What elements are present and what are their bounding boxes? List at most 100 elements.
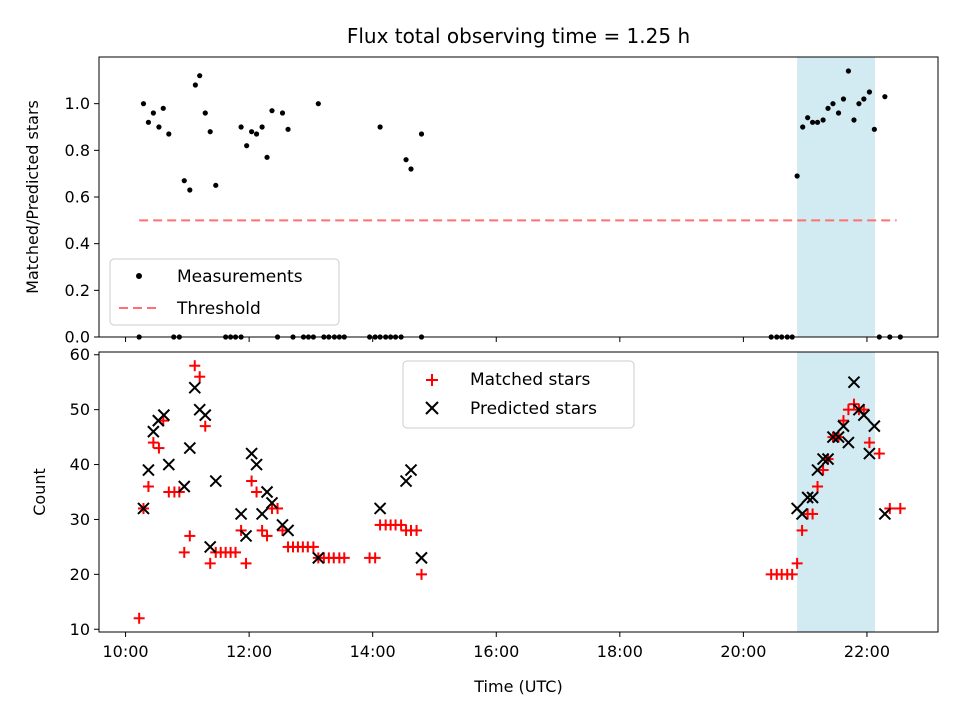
predicted-star-point — [157, 408, 171, 422]
predicted-star-point — [826, 430, 840, 444]
count-axes-frame — [98, 351, 939, 633]
predicted-star-point — [878, 507, 892, 521]
measurement-point — [866, 89, 873, 95]
predicted-star-point — [373, 502, 387, 515]
matched-star-point — [276, 524, 288, 536]
measurement-point — [166, 131, 172, 137]
count-y-tick-label: 40 — [70, 455, 90, 474]
measurement-point — [403, 157, 409, 163]
matched-star-point — [194, 371, 206, 383]
ratio-y-tick-label: 1.0 — [65, 94, 90, 113]
ratio-y-ticks: 0.0 0.2 0.4 0.6 0.8 1.0 — [65, 94, 99, 347]
predicted-star-point — [250, 458, 263, 471]
measurement-point — [835, 110, 842, 116]
measurement-point — [377, 124, 383, 130]
legend-matched-marker — [426, 374, 438, 386]
matched-star-point — [256, 524, 268, 536]
measurement-point — [207, 129, 213, 135]
measurement-point — [140, 101, 147, 107]
matched-star-point — [369, 552, 381, 564]
matched-star-point — [338, 552, 350, 564]
count-x-tick-label: 14:00 — [350, 642, 396, 661]
matched-star-point — [204, 557, 216, 569]
matched-star-point — [178, 546, 190, 558]
measurement-point — [408, 166, 414, 172]
measurement-point — [851, 117, 857, 123]
ratio-y-tick-label: 0.4 — [65, 234, 90, 253]
predicted-star-point — [142, 463, 155, 477]
count-highlight-band — [797, 352, 875, 632]
predicted-star-point — [239, 529, 253, 543]
predicted-star-point — [795, 507, 809, 521]
matched-star-point — [863, 437, 875, 449]
predicted-star-point — [245, 447, 258, 460]
predicted-star-point — [821, 452, 835, 466]
count-x-ticks: 10:00 12:00 14:00 16:00 18:00 20:00 22:00 — [103, 632, 890, 661]
predicted-star-point — [188, 381, 201, 394]
chart-title: Flux total observing time = 1.25 h — [347, 24, 690, 48]
measurement-point — [820, 117, 826, 123]
matched-star-point — [153, 442, 165, 454]
measurement-point — [809, 119, 816, 125]
count-y-tick-label: 10 — [70, 620, 90, 639]
matched-star-point — [395, 519, 407, 531]
matched-star-point — [791, 557, 803, 569]
measurement-point — [882, 94, 888, 100]
count-legend-box — [402, 360, 635, 429]
matched-star-point — [894, 502, 906, 514]
matched-star-point — [796, 524, 808, 536]
legend-measurements-marker — [136, 273, 142, 279]
count-y-label: Count — [30, 468, 49, 516]
matched-star-point — [240, 557, 252, 569]
predicted-star-point — [811, 463, 824, 477]
predicted-star-point — [868, 419, 881, 433]
matched-star-point — [812, 481, 824, 493]
count-x-tick-label: 18:00 — [597, 642, 643, 661]
predicted-star-point — [404, 463, 418, 477]
predicted-star-point — [837, 419, 850, 433]
measurement-point — [213, 182, 219, 188]
predicted-star-point — [863, 447, 876, 460]
predicted-star-point — [399, 474, 413, 488]
measurement-point — [150, 110, 156, 116]
measurement-point — [238, 124, 244, 130]
ratio-legend: Measurements Threshold — [109, 258, 340, 326]
matched-star-point — [416, 568, 428, 580]
predicted-star-point — [209, 474, 222, 488]
measurement-point — [244, 143, 250, 149]
ratio-legend-box — [109, 258, 340, 326]
measurement-point — [856, 101, 862, 107]
count-x-tick-label: 16:00 — [473, 642, 519, 661]
measurement-point — [202, 110, 208, 116]
matched-star-point — [184, 530, 196, 542]
matched-star-point — [251, 486, 263, 498]
matched-star-point — [133, 612, 145, 624]
measurement-point — [830, 101, 836, 107]
ratio-y-tick-label: 0.6 — [65, 188, 90, 207]
predicted-star-point — [847, 375, 861, 389]
count-x-tick-label: 12:00 — [226, 642, 272, 661]
count-y-tick-label: 50 — [70, 400, 90, 419]
count-y-tick-label: 30 — [70, 510, 90, 529]
matched-stars-points — [133, 360, 906, 624]
ratio-axes-frame — [98, 56, 939, 338]
matched-star-point — [873, 448, 885, 460]
measurement-point — [156, 124, 162, 130]
count-legend: Matched stars Predicted stars — [402, 360, 635, 429]
measurement-point — [794, 173, 800, 179]
measurement-point — [285, 126, 291, 132]
measurement-point — [249, 129, 255, 135]
predicted-star-point — [260, 485, 274, 499]
measurement-point — [253, 131, 260, 137]
count-y-ticks: 10 20 30 40 50 60 — [70, 345, 99, 639]
measurement-point — [418, 131, 425, 137]
predicted-star-point — [199, 408, 212, 422]
measurement-point — [871, 126, 877, 132]
matched-star-point — [199, 420, 211, 432]
measurement-point — [264, 154, 270, 160]
predicted-star-point — [178, 480, 191, 493]
ratio-y-label: Matched/Predicted stars — [23, 100, 42, 294]
predicted-star-point — [832, 430, 845, 444]
measurement-point — [845, 68, 852, 74]
